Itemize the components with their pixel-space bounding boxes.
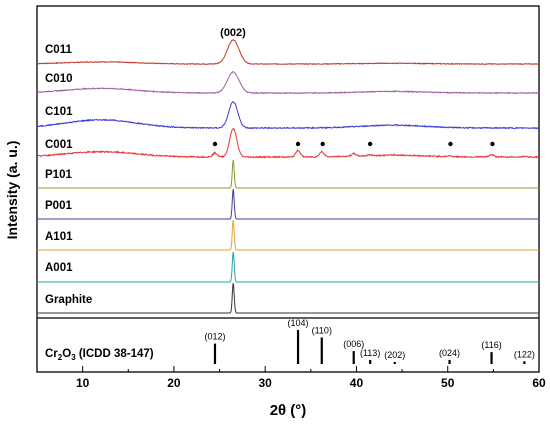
series-label-p001: P001: [45, 200, 72, 212]
reference-layer: (012) (104)(110) (006)(113) (202) (024) (116)…: [204, 318, 535, 364]
x-tick-label: 50: [441, 376, 455, 390]
cr2o3-peak-marker: [490, 141, 495, 147]
reference-label-tail: (ICDD 38-147): [76, 348, 154, 360]
series-label-c101: C101: [45, 106, 73, 118]
series-p101: [37, 159, 539, 189]
series-graphite: [37, 282, 539, 314]
series-label-a001: A001: [45, 262, 73, 274]
peak-label-002: (002): [220, 27, 246, 39]
series-layer: C011 C010 C101 C001 P101 P001 A101 A001 Graphite: [36, 39, 540, 314]
series-c101: [36, 101, 540, 130]
x-tick-label: 10: [76, 376, 90, 390]
series-label-graphite: Graphite: [45, 294, 92, 306]
series-c001: [36, 127, 540, 159]
x-tick-label: 30: [259, 376, 273, 390]
cr2o3-peak-marker: [212, 141, 218, 147]
reference-peak-label: (006): [343, 339, 364, 349]
reference-label-sub1: 2: [58, 353, 63, 362]
reference-label-sub2: 3: [71, 353, 76, 362]
cr2o3-peak-marker: [367, 141, 373, 147]
cr2o3-peak-marker: [448, 141, 453, 147]
reference-peak-label: (024): [439, 348, 460, 358]
reference-peak-label: (012): [204, 332, 225, 342]
series-c010: [36, 71, 540, 95]
x-axis-label: 2θ (°): [270, 402, 307, 419]
series-label-p101: P101: [45, 169, 72, 181]
series-p001: [37, 188, 539, 220]
cr2o3-peak-marker: [295, 141, 301, 147]
series-label-c001: C001: [45, 139, 73, 151]
series-c011: [36, 39, 540, 66]
reference-label: Cr2O3 (ICDD 38-147): [45, 348, 154, 362]
plot-frame: [36, 5, 540, 373]
series-a001: [37, 251, 539, 283]
reference-label-cr: Cr: [45, 348, 58, 360]
reference-peak-label: (110): [312, 325, 332, 335]
reference-peak-label: (202): [384, 350, 405, 360]
reference-peak-label: (116): [481, 340, 501, 350]
reference-peak-label: (122): [514, 349, 535, 359]
series-label-a101: A101: [45, 231, 73, 243]
x-tick-label: 60: [532, 376, 546, 390]
reference-peak-label: (104): [288, 318, 309, 328]
series-label-c011: C011: [45, 44, 72, 56]
y-axis-label: Intensity (a. u.): [4, 141, 20, 240]
x-tick-label: 20: [167, 376, 181, 390]
x-axis-ticks: 10 20 30 40 50 60: [36, 366, 546, 390]
cr2o3-peak-marker: [320, 141, 325, 147]
series-label-c010: C010: [45, 73, 73, 85]
series-a101: [37, 219, 539, 251]
x-tick-label: 40: [350, 376, 364, 390]
reference-label-o: O: [62, 348, 71, 360]
reference-peak-label: (113): [360, 348, 380, 358]
